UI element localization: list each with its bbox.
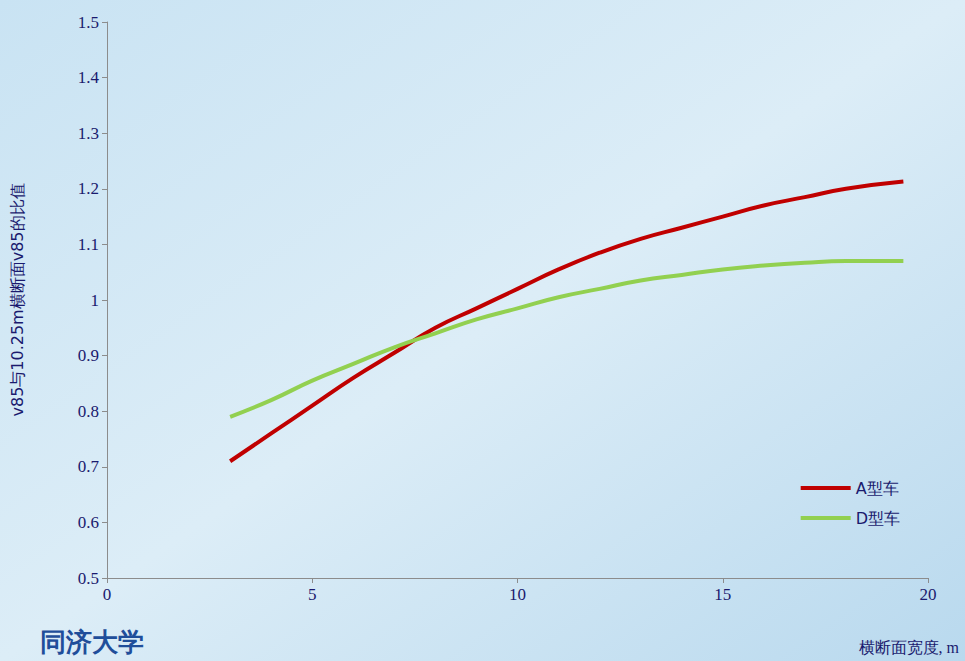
svg-text:0.8: 0.8	[78, 402, 99, 421]
svg-text:1.1: 1.1	[78, 235, 99, 254]
svg-text:15: 15	[714, 585, 731, 604]
svg-text:0.9: 0.9	[78, 346, 99, 365]
svg-text:0.6: 0.6	[78, 513, 99, 532]
svg-text:1.2: 1.2	[78, 179, 99, 198]
svg-text:10: 10	[509, 585, 526, 604]
svg-text:0.7: 0.7	[78, 457, 100, 476]
svg-text:同济大学: 同济大学	[40, 627, 144, 657]
svg-text:20: 20	[920, 585, 937, 604]
svg-text:1.4: 1.4	[78, 68, 100, 87]
svg-text:1.5: 1.5	[78, 13, 99, 32]
svg-text:v85与10.25m横断面v85的比值: v85与10.25m横断面v85的比值	[8, 183, 27, 416]
svg-text:横断面宽度, m: 横断面宽度, m	[859, 639, 960, 656]
svg-text:5: 5	[308, 585, 317, 604]
svg-text:0.5: 0.5	[78, 569, 99, 588]
svg-text:0: 0	[103, 585, 112, 604]
svg-text:1.3: 1.3	[78, 124, 99, 143]
svg-text:D型车: D型车	[856, 509, 900, 528]
svg-text:1: 1	[91, 291, 100, 310]
svg-text:A型车: A型车	[856, 479, 899, 498]
